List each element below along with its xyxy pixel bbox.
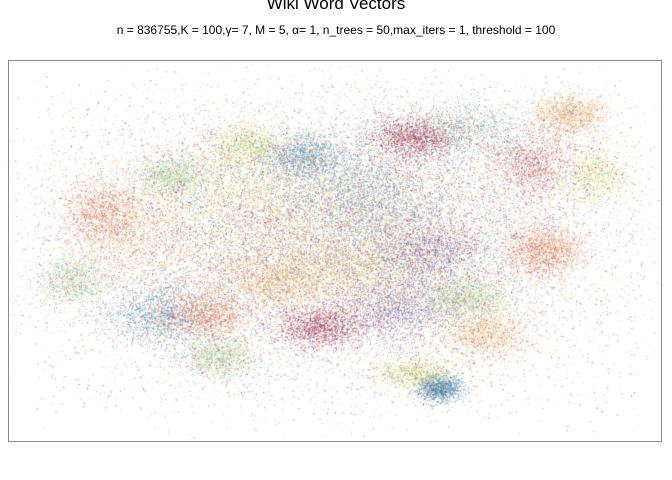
- chart-title: Wiki Word Vectors: [266, 0, 406, 13]
- scatter-points: [9, 61, 661, 441]
- chart-subtitle: n = 836755,K = 100,γ= 7, M = 5, α= 1, n_…: [116, 23, 556, 37]
- plot-area: [8, 60, 662, 442]
